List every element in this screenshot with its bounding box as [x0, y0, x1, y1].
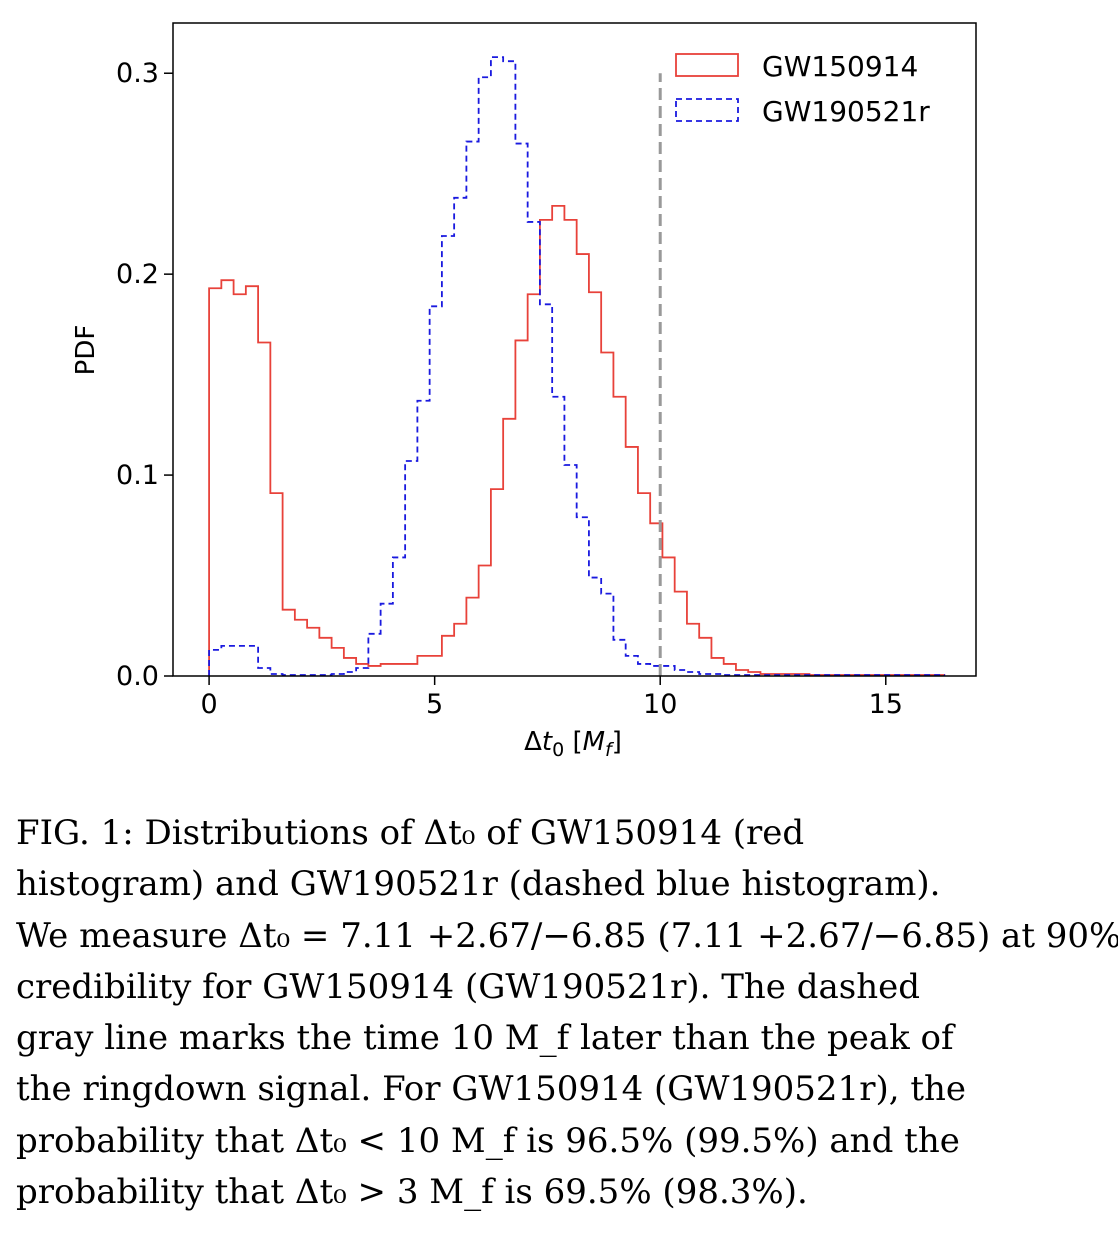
y-tick-label: 0.2 — [116, 259, 159, 290]
figure-caption: FIG. 1: Distributions of Δt₀ of GW150914… — [16, 808, 1118, 1218]
x-axis-ticks: 0 5 10 15 — [200, 676, 903, 720]
plot-frame — [172, 22, 977, 677]
x-tick-label: 15 — [869, 689, 903, 720]
legend-label-gw150914: GW150914 — [762, 50, 918, 83]
y-tick-label: 0.0 — [116, 661, 159, 692]
legend-swatch-gw150914 — [675, 53, 739, 77]
x-tick-label: 10 — [643, 689, 677, 720]
caption-line: histogram) and GW190521r (dashed blue hi… — [16, 864, 941, 905]
caption-line: FIG. 1: Distributions of Δt₀ of GW150914… — [16, 813, 805, 853]
legend-swatch-gw190521r — [675, 98, 739, 122]
y-tick-label: 0.3 — [116, 58, 159, 89]
y-tick-label: 0.1 — [116, 460, 159, 491]
caption-line: the ringdown signal. For GW150914 (GW190… — [16, 1069, 967, 1110]
caption-line: credibility for GW150914 (GW190521r). Th… — [16, 966, 921, 1007]
legend-label-gw190521r: GW190521r — [762, 95, 930, 128]
y-axis-label: PDF — [71, 325, 101, 376]
histogram-series-gw190521r — [208, 56, 946, 676]
legend: GW150914 GW190521r — [675, 50, 930, 128]
histogram-chart: 0 5 10 15 0.0 0.1 0.2 0.3 Δt0 [Mf] PDF GW15091… — [71, 22, 977, 761]
x-tick-label: 5 — [426, 689, 443, 720]
histogram-series-gw150914 — [208, 204, 946, 676]
caption-line: gray line marks the time 10 M_f later th… — [16, 1018, 954, 1059]
x-tick-label: 0 — [200, 689, 217, 720]
caption-line: We measure Δt₀ = 7.11 +2.67/−6.85 (7.11 … — [16, 915, 1118, 956]
x-axis-label: Δt0 [Mf] — [524, 727, 622, 761]
caption-line: probability that Δt₀ > 3 M_f is 69.5% (9… — [16, 1172, 808, 1213]
y-axis-ticks: 0.0 0.1 0.2 0.3 — [116, 58, 173, 692]
series-layer — [208, 56, 946, 676]
caption-line: probability that Δt₀ < 10 M_f is 96.5% (… — [16, 1120, 960, 1161]
